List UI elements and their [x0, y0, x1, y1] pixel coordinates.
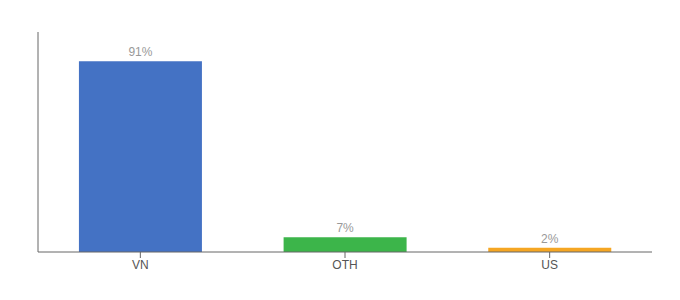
svg-text:OTH: OTH: [332, 258, 357, 272]
svg-text:2%: 2%: [541, 232, 559, 246]
svg-text:91%: 91%: [128, 45, 152, 59]
svg-text:7%: 7%: [336, 221, 354, 235]
svg-text:VN: VN: [132, 258, 149, 272]
svg-text:US: US: [541, 258, 558, 272]
